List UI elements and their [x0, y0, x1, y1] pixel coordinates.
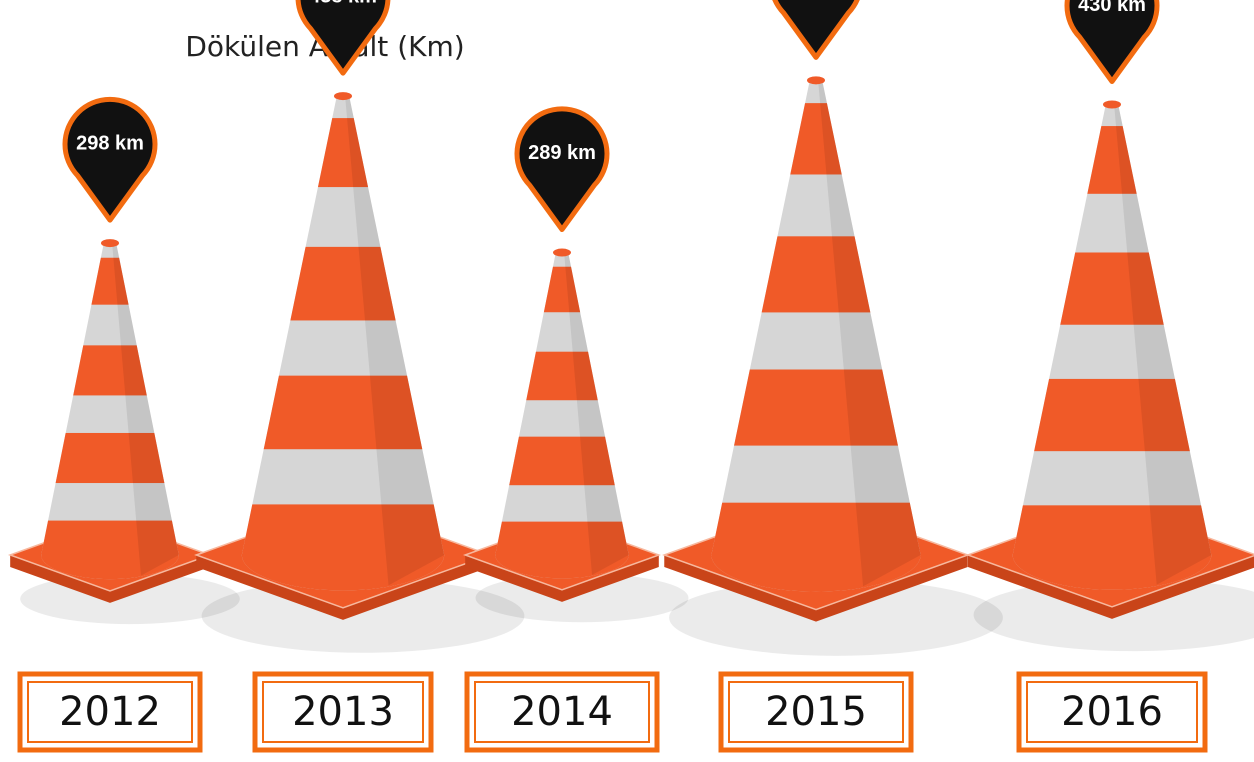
cone-top — [1103, 101, 1121, 109]
value-label: 298 km — [76, 132, 144, 154]
cone-top — [553, 249, 571, 257]
cone-group: 438 km 2013 — [196, 0, 524, 750]
cone-stripe — [1011, 126, 1214, 194]
cone-stripe — [493, 352, 631, 401]
cone-stripe — [39, 345, 181, 395]
value-label: 289 km — [528, 142, 596, 164]
cone-stripe — [493, 267, 631, 313]
x-tick-label: 2012 — [59, 689, 161, 735]
x-tick-label: 2014 — [511, 689, 613, 735]
cone-stripe — [709, 103, 922, 174]
cone-stripe — [240, 247, 446, 321]
cone-stripe — [709, 236, 922, 312]
cone-group: 430 km 2016 — [968, 0, 1254, 750]
x-tick-label: 2016 — [1061, 689, 1163, 735]
cone-stripe — [39, 258, 181, 305]
value-pin — [517, 109, 607, 230]
value-label: 430 km — [1078, 0, 1146, 16]
x-tick-label: 2013 — [292, 689, 394, 735]
value-pin — [65, 99, 155, 220]
value-label: 438 km — [309, 0, 377, 7]
chart: Dökülen Asfalt (Km) 298 km2012438 km2013… — [0, 0, 1254, 762]
value-pin — [771, 0, 861, 57]
cone-group: 453 km2015 — [664, 0, 1003, 750]
cone-group: 298 km 2012 — [10, 99, 240, 750]
cone-stripe — [240, 118, 446, 187]
cone-stripe — [1011, 252, 1214, 324]
cone-top — [807, 76, 825, 84]
cone-top — [334, 92, 352, 100]
cone-group: 289 km 2014 — [465, 109, 688, 750]
x-tick-label: 2015 — [765, 689, 867, 735]
cone-top — [101, 239, 119, 247]
